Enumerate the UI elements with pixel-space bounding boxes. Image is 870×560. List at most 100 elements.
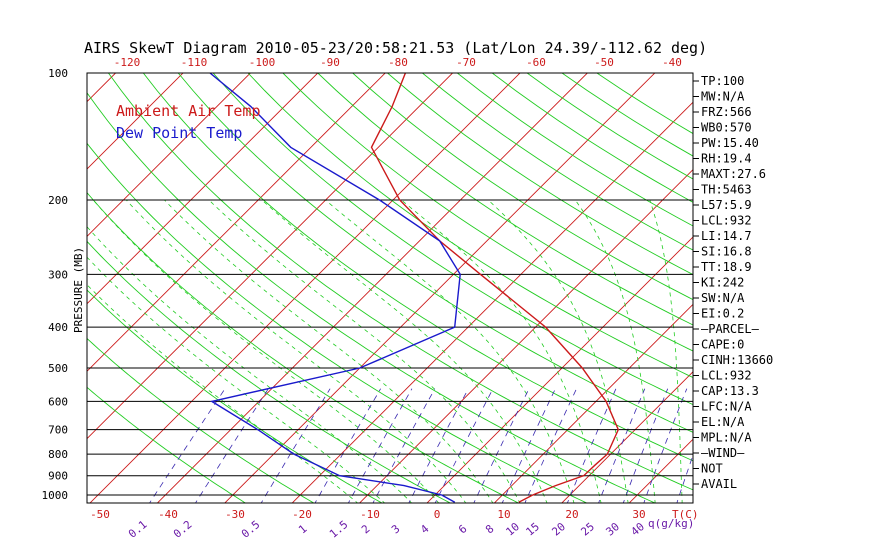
isotherm-line bbox=[291, 101, 693, 503]
dry-adiabat-line bbox=[317, 73, 693, 326]
pressure-tick-label: 900 bbox=[48, 470, 68, 483]
mixing-ratio-tick: 0.5 bbox=[239, 518, 263, 541]
legend: Ambient Air Temp Dew Point Temp bbox=[116, 102, 261, 142]
stats-item: RH:19.4 bbox=[701, 152, 752, 166]
temp-unit-label: T(C) bbox=[672, 508, 699, 521]
pressure-tick-label: 400 bbox=[48, 321, 68, 334]
pressure-tick-label: 1000 bbox=[42, 489, 69, 502]
top-temp-tick: -100 bbox=[249, 56, 276, 69]
moist-adiabat-line bbox=[87, 226, 413, 503]
mixing-ratio-tick: 8 bbox=[483, 522, 496, 536]
mixing-ratio-tick: 40 bbox=[628, 520, 647, 538]
isotherm-line bbox=[224, 73, 656, 503]
isotherm-line bbox=[493, 303, 693, 503]
mixing-ratio-lines bbox=[149, 388, 693, 503]
mixing-ratio-line bbox=[149, 388, 226, 503]
top-temp-tick: -120 bbox=[114, 56, 141, 69]
isotherm-line bbox=[761, 64, 870, 506]
moist-adiabat-lines bbox=[87, 199, 683, 503]
stats-item: TT:18.9 bbox=[701, 260, 752, 274]
isotherm-line bbox=[358, 168, 693, 503]
moist-adiabat-line bbox=[574, 199, 656, 503]
bottom-temp-tick: 20 bbox=[565, 508, 578, 521]
dry-adiabat-line bbox=[526, 73, 693, 180]
bottom-temp-tick: -30 bbox=[225, 508, 245, 521]
stats-item: KI:242 bbox=[701, 276, 744, 290]
plot-frame bbox=[86, 72, 694, 504]
pressure-tick-label: 700 bbox=[48, 424, 68, 437]
pressure-tick-label: 200 bbox=[48, 194, 68, 207]
mixing-ratio-line bbox=[598, 388, 646, 503]
ambient-air-temp-line bbox=[370, 73, 620, 503]
stats-item: TH:5463 bbox=[701, 183, 752, 197]
dry-adiabat-line bbox=[247, 73, 693, 379]
pressure-tick-label: 800 bbox=[48, 448, 68, 461]
moist-adiabat-line bbox=[164, 199, 494, 503]
stats-item: SW:N/A bbox=[701, 291, 745, 305]
mixing-ratio-line bbox=[622, 388, 669, 503]
isotherm-line bbox=[87, 73, 252, 238]
stats-item: EL:N/A bbox=[701, 415, 745, 429]
bottom-temp-tick: -10 bbox=[360, 508, 380, 521]
stats-item: –WIND– bbox=[701, 446, 745, 460]
isotherm-line bbox=[156, 73, 589, 503]
pressure-tick-label: 100 bbox=[48, 67, 68, 80]
stats-item: MPL:N/A bbox=[701, 431, 752, 445]
bottom-temp-tick: 30 bbox=[632, 508, 645, 521]
bottom-temp-tick: -20 bbox=[292, 508, 312, 521]
stats-item: WB0:570 bbox=[701, 121, 752, 135]
mixing-ratio-line bbox=[260, 388, 331, 503]
mixing-ratio-line bbox=[524, 388, 577, 503]
top-temp-tick: -60 bbox=[526, 56, 546, 69]
isotherm-line bbox=[426, 236, 693, 503]
mixing-ratio-tick: 25 bbox=[578, 520, 597, 538]
mixing-ratio-tick: 0.2 bbox=[171, 518, 195, 541]
stats-item: FRZ:566 bbox=[701, 105, 752, 119]
dry-adiabat-line bbox=[212, 73, 693, 406]
bottom-temp-tick: 10 bbox=[497, 508, 510, 521]
dry-adiabat-line bbox=[457, 73, 693, 227]
dry-adiabat-line bbox=[422, 73, 693, 251]
isotherm-line bbox=[89, 73, 521, 503]
mixing-ratio-line bbox=[408, 388, 469, 503]
mixing-ratio-line bbox=[676, 454, 693, 503]
isotherm-line bbox=[561, 371, 693, 503]
mixing-ratio-tick: 1.5 bbox=[327, 518, 351, 541]
stats-item: CAPE:0 bbox=[701, 338, 744, 352]
y-axis-label: PRESSURE (MB) bbox=[72, 247, 85, 333]
moist-adiabat-line bbox=[488, 199, 629, 503]
isotherm-line bbox=[0, 64, 58, 506]
profile-lines bbox=[209, 73, 620, 503]
mixing-ratio-tick: 30 bbox=[603, 520, 622, 538]
bottom-temp-tick: -50 bbox=[90, 508, 110, 521]
isotherm-line bbox=[829, 64, 870, 506]
bottom-temp-tick: 0 bbox=[434, 508, 441, 521]
isotherm-line bbox=[87, 73, 319, 305]
stats-item: PW:15.40 bbox=[701, 136, 759, 150]
legend-dew-point-temp: Dew Point Temp bbox=[116, 124, 242, 142]
chart-title: AIRS SkewT Diagram 2010-05-23/20:58:21.5… bbox=[84, 39, 707, 57]
stats-item: CAP:13.3 bbox=[701, 384, 759, 398]
mixing-ratio-tick: 0.1 bbox=[126, 518, 150, 541]
stats-item: LFC:N/A bbox=[701, 400, 752, 414]
mixing-ratio-tick: 2 bbox=[359, 522, 372, 536]
mixing-ratio-tick: 6 bbox=[456, 522, 469, 536]
top-temp-tick: -40 bbox=[662, 56, 682, 69]
mixing-ratio-tick: 15 bbox=[523, 520, 542, 538]
mixing-ratio-line bbox=[473, 388, 530, 503]
mixing-ratio-tick: 4 bbox=[418, 522, 432, 536]
dry-adiabat-line bbox=[387, 73, 693, 276]
isotherm-line bbox=[87, 73, 386, 372]
mixing-ratio-tick: 3 bbox=[389, 522, 402, 536]
moist-adiabat-line bbox=[649, 199, 683, 503]
legend-ambient-air-temp: Ambient Air Temp bbox=[116, 102, 261, 120]
pressure-tick-label: 300 bbox=[48, 268, 68, 281]
mixing-ratio-line bbox=[643, 388, 688, 503]
stats-item: SI:16.8 bbox=[701, 245, 752, 259]
pressure-tick-label: 500 bbox=[48, 362, 68, 375]
isotherm-lines bbox=[0, 64, 870, 506]
top-temp-tick: -90 bbox=[320, 56, 340, 69]
stats-item: –PARCEL– bbox=[701, 322, 760, 336]
